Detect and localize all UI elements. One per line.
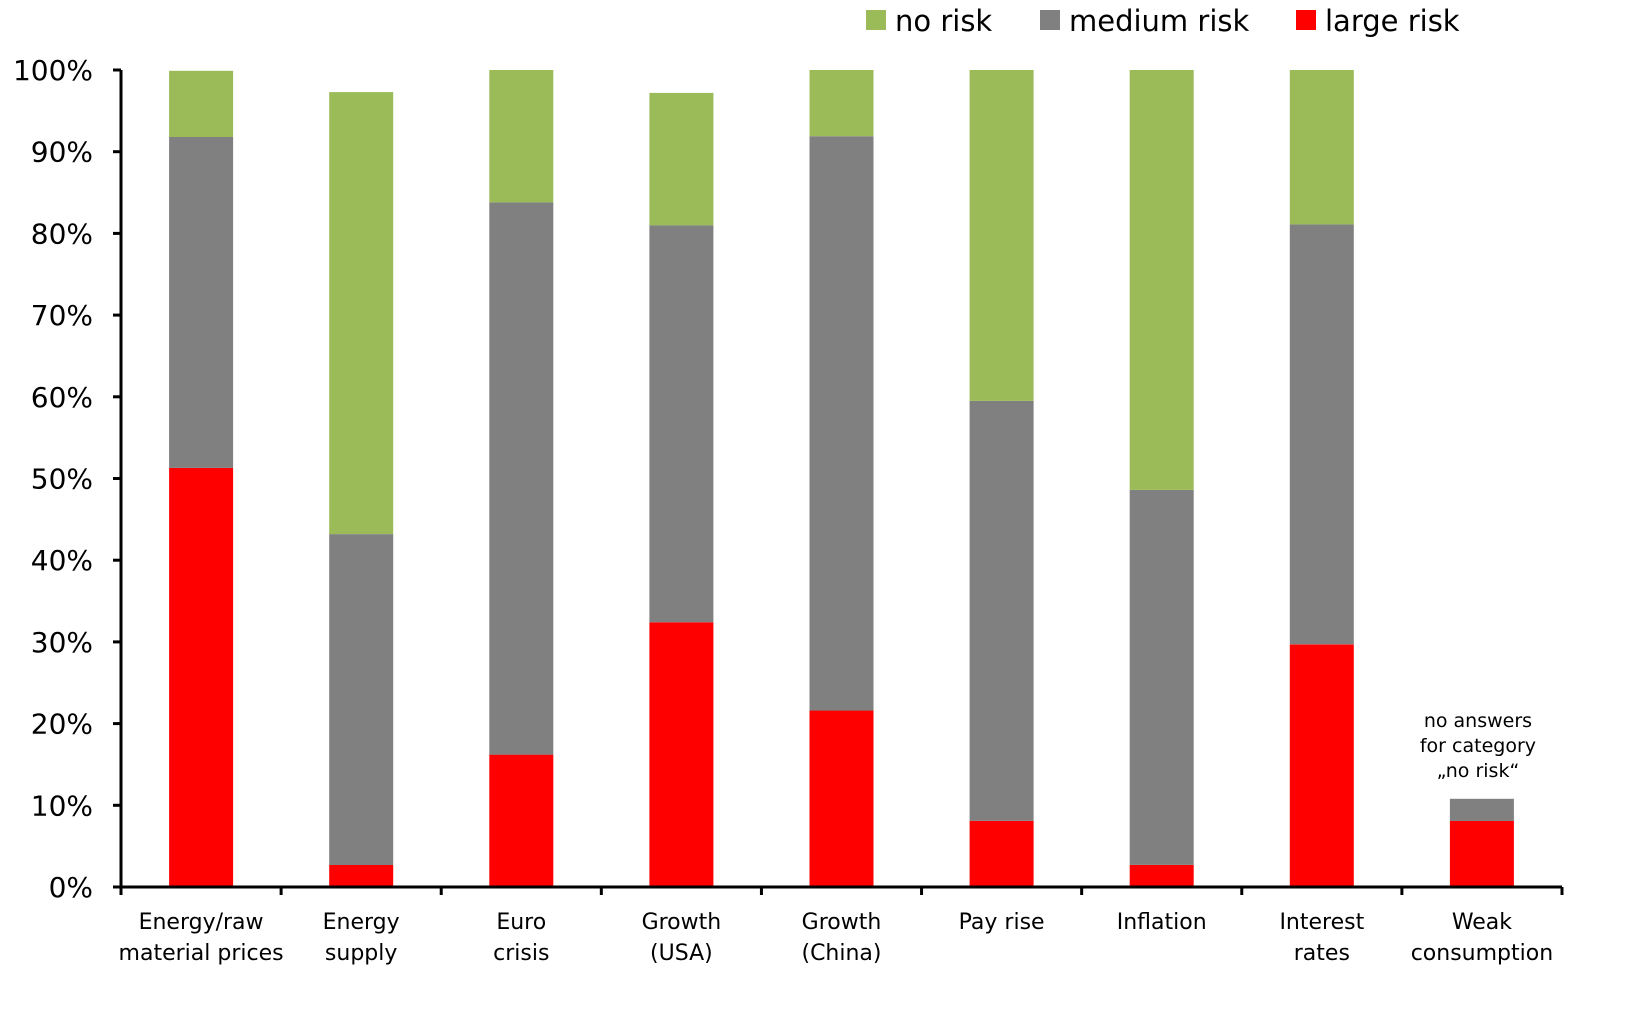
bar-segment-no-risk-6 [1129,70,1194,490]
y-tick-label-1: 10% [31,789,93,822]
bar-segment-medium-risk-4 [809,136,874,711]
bar-segment-large-risk-6 [1129,864,1194,887]
x-tick-label-line: Euro [496,910,546,935]
x-tick-label-2: Euro crisis [493,910,549,966]
x-tick-label-line: material prices [119,941,284,966]
bar-segment-medium-risk-7 [1289,224,1354,645]
bar-segment-medium-risk-2 [489,202,554,755]
x-tick-label-line: Growth [642,910,722,935]
legend-label-no-risk: no risk [895,4,992,38]
x-tick-label-0: Energy/raw material prices [119,910,284,966]
annotation-group: no answers for category „no risk“ [1420,710,1536,782]
legend-swatch-large-risk [1296,10,1316,30]
bar-segment-large-risk-2 [489,754,554,887]
annotation-line: for category [1420,735,1536,757]
x-tick-label-line: Energy [323,910,400,935]
bar-segment-large-risk-8 [1449,820,1514,887]
bar-segment-large-risk-3 [649,622,714,887]
x-tick-label-3: Growth (USA) [642,910,722,966]
x-tick-label-7: Interest rates [1279,910,1364,966]
bar-segment-large-risk-1 [329,864,394,887]
x-tick-label-line: Weak [1452,910,1512,935]
bar-segment-no-risk-3 [649,92,714,226]
bar-segment-no-risk-7 [1289,70,1354,225]
annotation-line: „no risk“ [1437,760,1520,782]
x-tick-label-line: crisis [493,941,549,966]
bar-segment-medium-risk-6 [1129,489,1194,865]
y-tick-label-7: 70% [31,299,93,332]
y-tick-label-6: 60% [31,381,93,414]
y-tick-label-5: 50% [31,463,93,496]
x-tick-label-line: rates [1294,941,1350,966]
bar-segment-medium-risk-5 [969,400,1034,821]
bar-segment-medium-risk-3 [649,225,714,623]
bars-group [169,70,1514,887]
y-tick-label-2: 20% [31,708,93,741]
annotation-line: no answers [1424,710,1532,732]
x-tick-label-8: Weak consumption [1411,910,1553,966]
legend-swatch-medium-risk [1040,10,1060,30]
legend-swatch-no-risk [866,10,886,30]
x-tick-label-5: Pay rise [959,910,1045,935]
x-tick-label-line: (China) [801,941,881,966]
y-tick-label-10: 100% [13,54,93,87]
y-tick-label-4: 40% [31,544,93,577]
x-tick-label-line: Interest [1279,910,1364,935]
x-tick-label-4: Growth (China) [801,910,881,966]
y-tick-label-3: 30% [31,626,93,659]
x-tick-label-line: Energy/raw [139,910,264,935]
bar-segment-large-risk-7 [1289,644,1354,887]
legend-label-large-risk: large risk [1325,4,1460,38]
x-tick-label-line: Inflation [1117,910,1207,935]
x-tick-label-1: Energy supply [323,910,400,966]
bar-segment-medium-risk-8 [1449,798,1514,821]
bar-segment-large-risk-4 [809,710,874,887]
bar-segment-no-risk-5 [969,70,1034,401]
legend: no risk medium risk large risk [866,4,1460,38]
x-tick-label-line: consumption [1411,941,1553,966]
x-tick-label-line: Growth [802,910,882,935]
axes-group: 0% 10% 20% 30% 40% 50% 60% 70% 80% 90% 100% Energy/… [13,54,1564,966]
y-tick-label-9: 90% [31,136,93,169]
bar-segment-no-risk-4 [809,70,874,137]
bar-segment-medium-risk-1 [329,534,394,865]
y-tick-label-8: 80% [31,217,93,250]
bar-segment-no-risk-2 [489,70,554,203]
x-tick-label-line: supply [325,941,397,966]
x-tick-label-6: Inflation [1117,910,1207,935]
bar-segment-no-risk-1 [329,92,394,535]
x-tick-label-line: Pay rise [959,910,1045,935]
bar-segment-no-risk-0 [169,70,234,137]
y-tick-label-0: 0% [49,871,93,904]
bar-segment-large-risk-0 [169,467,234,887]
x-tick-label-line: (USA) [650,941,713,966]
annotation-text: no answers for category „no risk“ [1420,710,1536,782]
legend-label-medium-risk: medium risk [1069,4,1249,38]
bar-segment-large-risk-5 [969,820,1034,887]
bar-segment-medium-risk-0 [169,137,234,468]
